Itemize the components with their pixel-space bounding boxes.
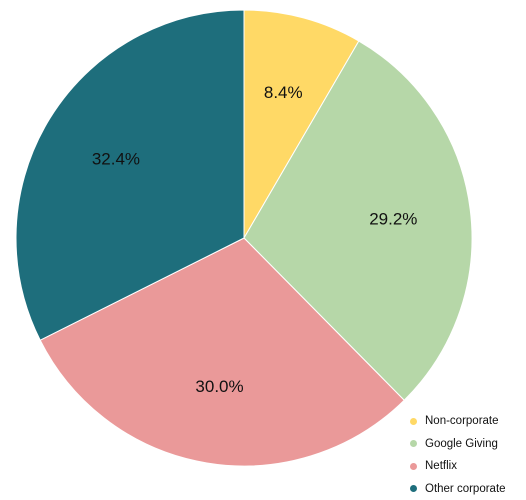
legend-marker-icon <box>410 485 417 492</box>
legend-label: Netflix <box>425 460 457 472</box>
data-label-google-giving: 29.2% <box>369 210 417 229</box>
legend-label: Non-corporate <box>425 415 499 427</box>
data-label-non-corporate: 8.4% <box>264 83 303 102</box>
data-label-netflix: 30.0% <box>195 377 243 396</box>
legend-item-google-giving: Google Giving <box>410 433 526 456</box>
legend-marker-icon <box>410 463 417 470</box>
chart-legend: Non-corporate Google Giving Netflix Other c… <box>410 410 526 500</box>
legend-item-other-corporate: Other corporate <box>410 478 526 500</box>
legend-label: Google Giving <box>425 438 498 450</box>
legend-item-netflix: Netflix <box>410 455 526 478</box>
legend-marker-icon <box>410 440 417 447</box>
legend-marker-icon <box>410 418 417 425</box>
data-label-other-corporate: 32.4% <box>92 149 140 168</box>
legend-item-non-corporate: Non-corporate <box>410 410 526 433</box>
legend-label: Other corporate <box>425 483 506 495</box>
